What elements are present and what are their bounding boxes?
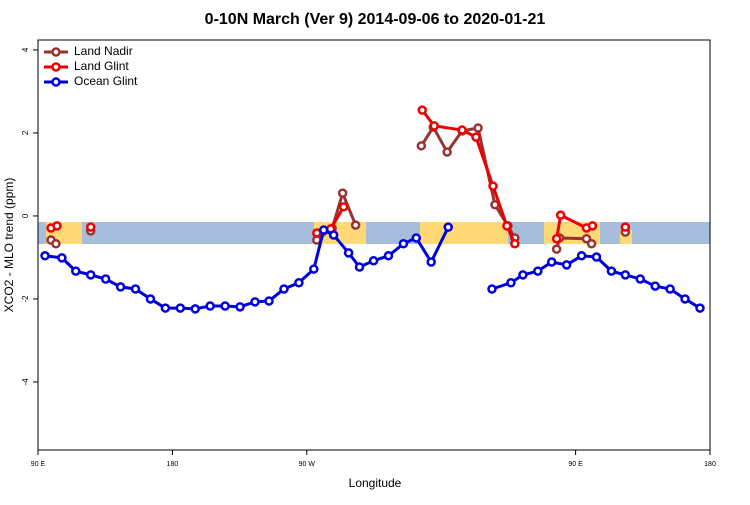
legend-label: Land Glint	[74, 59, 129, 73]
data-point	[551, 244, 562, 254]
legend-label: Ocean Glint	[74, 74, 138, 88]
data-point	[235, 302, 245, 312]
data-point	[40, 251, 50, 261]
data-point	[650, 281, 660, 291]
data-point	[309, 264, 319, 274]
data-point	[205, 301, 215, 311]
data-point	[442, 147, 452, 157]
legend-marker	[51, 47, 61, 57]
data-point	[115, 282, 126, 292]
data-point	[488, 181, 498, 191]
data-point	[680, 294, 690, 304]
data-point	[57, 253, 67, 263]
x-tick-label: 180	[167, 461, 179, 468]
data-point	[586, 239, 597, 249]
data-point	[591, 252, 602, 262]
data-point	[620, 222, 631, 232]
data-point	[411, 233, 422, 243]
data-point	[350, 220, 361, 230]
plot-frame	[37, 39, 711, 451]
data-point	[429, 121, 439, 131]
data-point	[606, 266, 617, 276]
data-point	[338, 202, 349, 212]
data-point	[587, 221, 598, 231]
data-point	[457, 125, 467, 135]
data-point	[555, 210, 566, 220]
data-point	[620, 270, 631, 280]
legend-marker	[51, 62, 61, 72]
series-line	[420, 124, 517, 239]
legend-label: Land Nadir	[74, 44, 133, 58]
y-tick-label: 2	[21, 130, 30, 135]
y-tick-label: -4	[21, 378, 30, 386]
data-point	[471, 132, 481, 142]
data-point	[337, 188, 348, 198]
data-point	[502, 221, 512, 231]
data-point	[510, 239, 520, 249]
x-tick-label: 90 E	[31, 461, 46, 468]
data-point	[398, 239, 409, 249]
data-point	[533, 266, 543, 276]
data-point	[551, 234, 562, 244]
data-point	[220, 301, 230, 311]
data-point	[665, 284, 675, 294]
data-point	[328, 230, 339, 240]
data-point	[506, 278, 516, 288]
data-point	[546, 257, 557, 267]
data-point	[416, 141, 427, 151]
data-point	[473, 123, 483, 133]
map-strip	[38, 222, 710, 244]
data-point	[695, 303, 705, 313]
data-point	[100, 274, 111, 284]
data-point	[576, 251, 587, 261]
data-point	[279, 284, 289, 294]
data-point	[561, 260, 572, 270]
data-point	[417, 105, 427, 115]
x-axis-label: Longitude	[349, 476, 402, 490]
data-point	[85, 222, 96, 232]
y-tick-label: -2	[21, 295, 30, 303]
x-tick-label: 90 W	[299, 461, 316, 468]
data-point	[343, 248, 354, 258]
data-point	[635, 274, 646, 284]
data-point	[190, 304, 200, 314]
data-point	[264, 296, 274, 306]
data-point	[294, 278, 304, 288]
data-point	[426, 257, 436, 267]
data-point	[52, 221, 62, 231]
legend-marker	[51, 77, 61, 87]
data-point	[518, 270, 528, 280]
data-point	[354, 262, 365, 272]
data-point	[145, 294, 156, 304]
data-point	[443, 222, 453, 232]
y-tick-label: 4	[21, 47, 30, 52]
data-point	[71, 266, 81, 276]
data-point	[175, 303, 186, 313]
y-tick-label: 0	[21, 213, 30, 218]
data-point	[318, 225, 329, 235]
data-point	[130, 284, 141, 294]
data-point	[51, 239, 61, 249]
data-point	[383, 251, 394, 261]
series-line	[491, 254, 701, 310]
data-point	[487, 284, 497, 294]
x-tick-label: 90 E	[568, 461, 583, 468]
data-point	[368, 256, 379, 266]
y-axis-label: XCO2 - MLO trend (ppm)	[2, 178, 16, 313]
data-point	[85, 270, 96, 280]
chart-title: 0-10N March (Ver 9) 2014-09-06 to 2020-0…	[205, 11, 546, 28]
x-tick-label: 180	[704, 461, 716, 468]
data-point	[250, 297, 260, 307]
data-point	[160, 303, 171, 313]
